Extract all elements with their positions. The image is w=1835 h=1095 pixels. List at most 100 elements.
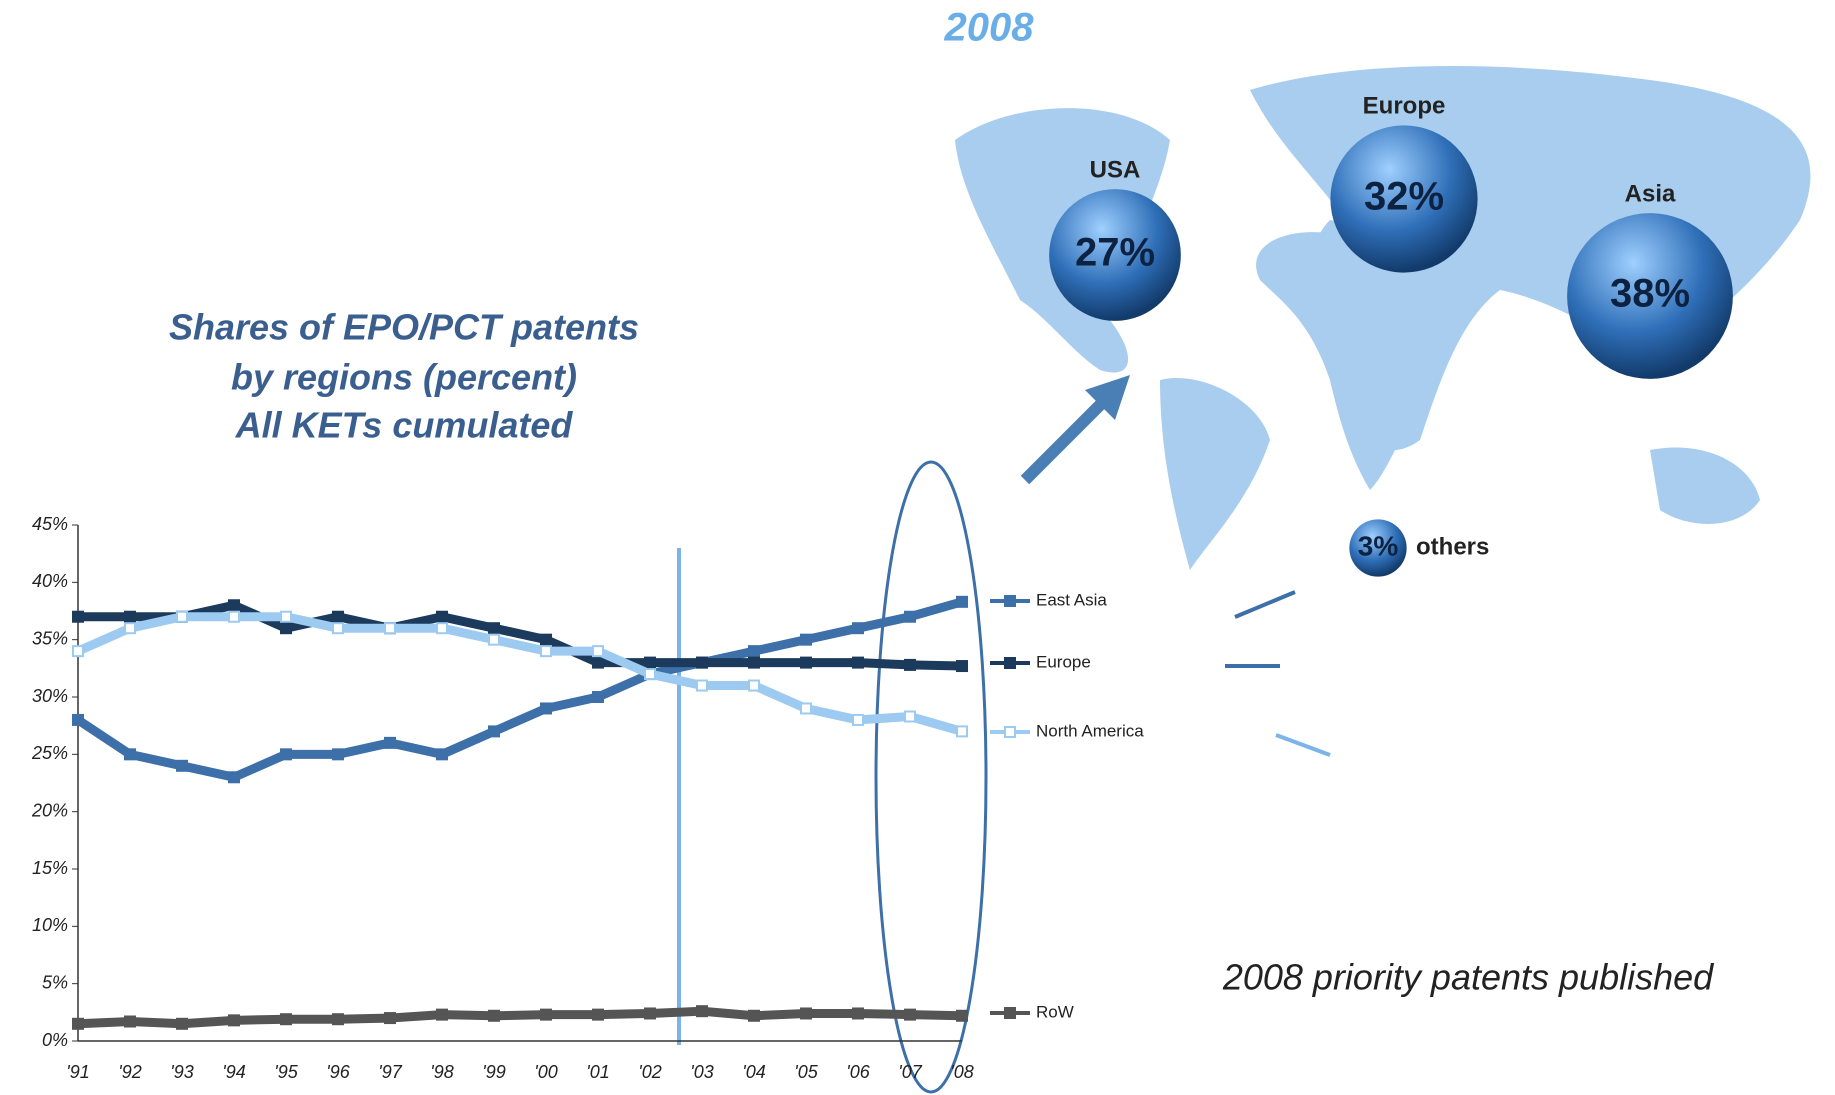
region-value: 27% bbox=[1075, 231, 1155, 275]
point-marker bbox=[124, 622, 136, 635]
point-marker bbox=[592, 645, 604, 658]
point-marker bbox=[904, 1008, 916, 1021]
arrow-head bbox=[1085, 375, 1130, 420]
point-marker bbox=[228, 771, 240, 784]
point-marker bbox=[124, 748, 136, 761]
legend-marker bbox=[1004, 1007, 1016, 1019]
point-marker bbox=[748, 1009, 760, 1022]
chart-title: by regions (percent) bbox=[231, 357, 577, 398]
region-label: Europe bbox=[1363, 93, 1446, 120]
point-marker bbox=[644, 1007, 656, 1020]
point-marker bbox=[72, 713, 84, 726]
point-marker bbox=[540, 1008, 552, 1021]
legend-label: East Asia bbox=[1036, 590, 1107, 609]
legend-marker bbox=[1004, 595, 1016, 607]
point-marker bbox=[72, 610, 84, 623]
map-subtitle: 2008 priority patents published bbox=[1222, 957, 1714, 998]
region-bubble bbox=[1330, 125, 1478, 273]
world-map bbox=[955, 66, 1811, 570]
x-tick-label: '00 bbox=[534, 1062, 557, 1082]
point-marker bbox=[436, 622, 448, 635]
region-value: 38% bbox=[1610, 272, 1690, 316]
point-marker bbox=[852, 713, 864, 726]
point-marker bbox=[488, 725, 500, 738]
x-tick-label: '01 bbox=[586, 1062, 609, 1082]
region-bubble bbox=[1349, 519, 1407, 577]
legend-arrows bbox=[1225, 590, 1331, 757]
point-marker bbox=[852, 622, 864, 635]
point-marker bbox=[852, 1007, 864, 1020]
point-marker bbox=[540, 645, 552, 658]
point-marker bbox=[956, 1009, 968, 1022]
point-marker bbox=[904, 658, 916, 671]
x-tick-label: '06 bbox=[846, 1062, 870, 1082]
legend-marker bbox=[1004, 726, 1016, 738]
point-marker bbox=[748, 645, 760, 658]
line-chart: Shares of EPO/PCT patents by regions (pe… bbox=[31, 307, 1144, 1082]
chart-title: All KETs cumulated bbox=[235, 405, 574, 446]
point-marker bbox=[72, 645, 84, 658]
legend-label: RoW bbox=[1036, 1002, 1074, 1021]
y-tick-label: 25% bbox=[31, 743, 68, 763]
point-marker bbox=[592, 691, 604, 703]
point-marker bbox=[124, 1015, 136, 1028]
point-marker bbox=[592, 656, 604, 669]
series-line bbox=[77, 1006, 963, 1029]
point-marker bbox=[488, 633, 500, 646]
region-value: 3% bbox=[1358, 530, 1399, 561]
x-tick-label: '96 bbox=[326, 1062, 350, 1082]
arrow bbox=[1020, 390, 1115, 485]
y-tick-label: 5% bbox=[42, 972, 68, 992]
point-marker bbox=[332, 610, 344, 623]
y-tick-label: 35% bbox=[32, 628, 68, 648]
point-marker bbox=[540, 633, 552, 646]
point-marker bbox=[956, 725, 968, 738]
point-marker bbox=[72, 1017, 84, 1030]
series-line bbox=[75, 597, 964, 782]
point-marker bbox=[644, 656, 656, 669]
point-marker bbox=[852, 656, 864, 669]
x-tick-label: '05 bbox=[794, 1062, 818, 1082]
point-marker bbox=[592, 1008, 604, 1021]
x-tick-label: '97 bbox=[378, 1062, 402, 1082]
region-bubble bbox=[1567, 213, 1733, 379]
chart-title: Shares of EPO/PCT patents bbox=[169, 307, 639, 348]
point-marker bbox=[696, 656, 708, 669]
point-marker bbox=[800, 633, 812, 646]
point-marker bbox=[436, 610, 448, 623]
map-title: 2008 bbox=[944, 6, 1035, 50]
point-marker bbox=[696, 679, 708, 692]
x-tick-label: '02 bbox=[638, 1062, 661, 1082]
point-marker bbox=[956, 660, 968, 673]
point-marker bbox=[280, 748, 292, 761]
x-tick-label: '03 bbox=[690, 1062, 713, 1082]
x-tick-label: '07 bbox=[898, 1062, 922, 1082]
point-marker bbox=[904, 710, 916, 723]
series-line bbox=[76, 612, 964, 736]
y-tick-label: 15% bbox=[32, 858, 68, 878]
point-marker bbox=[384, 622, 396, 635]
y-tick-label: 40% bbox=[32, 571, 68, 591]
point-marker bbox=[436, 1008, 448, 1021]
point-marker bbox=[280, 1013, 292, 1026]
legend-label: Europe bbox=[1036, 652, 1091, 671]
point-marker bbox=[748, 656, 760, 669]
region-label: Asia bbox=[1625, 180, 1676, 207]
point-marker bbox=[176, 1017, 188, 1030]
point-marker bbox=[696, 1005, 708, 1018]
region-bubble bbox=[1049, 189, 1181, 321]
x-tick-label: '94 bbox=[222, 1062, 245, 1082]
point-marker bbox=[800, 656, 812, 669]
point-marker bbox=[800, 702, 812, 715]
point-marker bbox=[748, 679, 760, 692]
x-tick-label: '92 bbox=[118, 1062, 141, 1082]
point-marker bbox=[540, 702, 552, 715]
point-marker bbox=[176, 610, 188, 623]
point-marker bbox=[280, 610, 292, 623]
point-marker bbox=[176, 759, 188, 772]
region-label: others bbox=[1416, 533, 1489, 560]
y-tick-label: 45% bbox=[32, 514, 68, 534]
point-marker bbox=[228, 599, 240, 612]
